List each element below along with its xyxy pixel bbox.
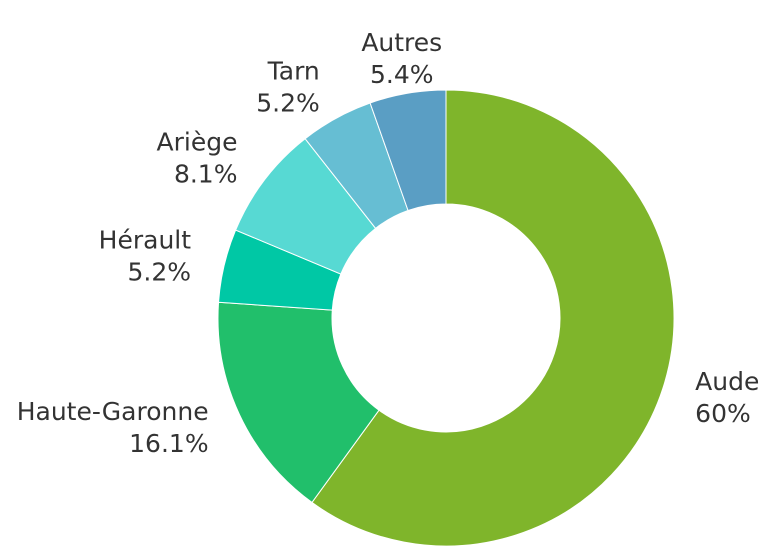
donut-slice: [217, 301, 380, 504]
slice-value-label: 5.2%: [256, 88, 320, 117]
slice-label: Autres: [361, 28, 442, 57]
slice-label: Tarn: [267, 56, 320, 85]
slice-value-label: 60%: [695, 399, 751, 428]
slice-value-label: 5.2%: [128, 258, 192, 287]
slice-label: Ariège: [157, 127, 238, 156]
slice-label: Aude: [695, 367, 759, 396]
slice-value-label: 16.1%: [129, 429, 208, 458]
slice-label: Haute-Garonne: [17, 397, 209, 426]
donut-slice: [369, 89, 447, 212]
slice-value-label: 8.1%: [174, 159, 238, 188]
donut-slice: [311, 89, 675, 547]
slice-label: Hérault: [99, 226, 192, 255]
slice-value-label: 5.4%: [370, 60, 434, 89]
